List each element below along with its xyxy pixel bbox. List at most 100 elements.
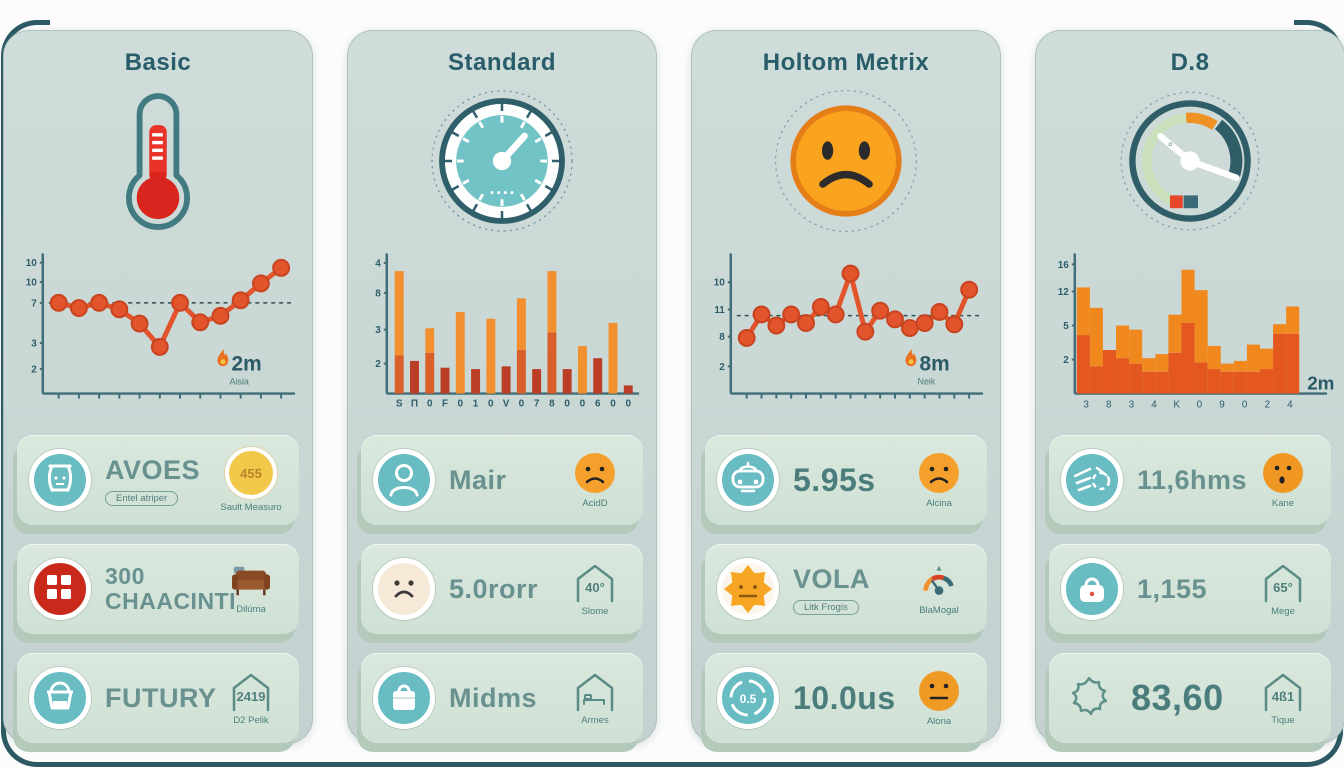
stat-label: AVOES xyxy=(105,454,201,485)
svg-text:S: S xyxy=(396,398,403,409)
stat-label: Midms xyxy=(449,682,538,713)
couch-icon xyxy=(232,566,270,596)
stat-sub: Alona xyxy=(926,716,952,727)
stat-row[interactable]: Midms Armes xyxy=(361,653,643,743)
stat-label: 5.0rorr xyxy=(449,573,539,604)
stat-row[interactable]: AVOES Entel atriper 455 Sault Measuro xyxy=(17,435,299,525)
stat-row[interactable]: VOLA Litk Frogis BlaMogal xyxy=(705,544,987,634)
svg-text:2: 2 xyxy=(31,364,37,375)
bag-icon xyxy=(373,667,435,729)
stat-sub: Kane xyxy=(1271,498,1295,509)
card-title: D.8 xyxy=(1170,49,1210,76)
stat-label: 83,60 xyxy=(1131,677,1224,718)
stat-row[interactable]: 11,6hms Kane xyxy=(1049,435,1331,525)
stopwatch-icon xyxy=(348,85,656,237)
coin-badge: 455 xyxy=(225,447,277,499)
stat-sub: Sault Measuro xyxy=(220,502,282,513)
neutral-emoji-icon xyxy=(919,671,959,711)
svg-text:0: 0 xyxy=(1242,399,1248,410)
svg-text:5: 5 xyxy=(1063,321,1069,332)
jar-icon xyxy=(29,449,91,511)
svg-text:10: 10 xyxy=(26,278,38,289)
svg-text:7: 7 xyxy=(31,298,37,309)
stat-row[interactable]: 0.5 10.0us Alona xyxy=(705,653,987,743)
svg-text:4: 4 xyxy=(1151,399,1157,410)
svg-text:3: 3 xyxy=(31,339,37,350)
card-holtom-metrix: Holtom Metrix 10 11 8 2 8m Neik 5.95s Alcina xyxy=(691,30,1001,744)
sad-emoji-icon xyxy=(575,453,615,493)
svg-text:0: 0 xyxy=(519,398,525,409)
svg-text:12: 12 xyxy=(1058,287,1070,298)
sad-face-icon xyxy=(692,85,1000,237)
svg-text:0: 0 xyxy=(564,398,570,409)
handbag-icon xyxy=(1061,558,1123,620)
stat-sub: D2 Pelik xyxy=(233,715,269,726)
svg-text:Neik: Neik xyxy=(918,377,936,387)
stat-row[interactable]: FUTURY 2419 D2 Pelik xyxy=(17,653,299,743)
window-icon xyxy=(29,558,91,620)
svg-text:16: 16 xyxy=(1058,260,1070,271)
stat-row[interactable]: 5.95s Alcina xyxy=(705,435,987,525)
sad-face-icon xyxy=(373,558,435,620)
svg-text:0: 0 xyxy=(488,398,494,409)
stat-label: 10.0us xyxy=(793,679,896,716)
stat-sub: Mege xyxy=(1271,606,1295,617)
stat-row[interactable]: 1,155 65° Mege xyxy=(1049,544,1331,634)
svg-text:2: 2 xyxy=(1265,399,1271,410)
svg-text:9: 9 xyxy=(1219,399,1225,410)
frame-edge xyxy=(40,762,1304,767)
svg-text:11: 11 xyxy=(714,305,725,316)
stat-badge: Litk Frogis xyxy=(793,599,859,615)
svg-text:7: 7 xyxy=(534,398,540,409)
svg-text:8: 8 xyxy=(375,288,381,299)
svg-text:0: 0 xyxy=(458,398,464,409)
house-value: 40° xyxy=(585,580,605,595)
scribble-icon xyxy=(1061,449,1123,511)
svg-text:8: 8 xyxy=(549,398,555,409)
house-badge: 2419 xyxy=(232,673,270,712)
svg-text:3: 3 xyxy=(1129,399,1135,410)
gauge-clock-icon: α xyxy=(1036,85,1344,237)
stat-label: 1,155 xyxy=(1137,573,1208,604)
stat-label: VOLA xyxy=(793,563,871,594)
stat-label: FUTURY xyxy=(105,682,217,713)
svg-text:2: 2 xyxy=(1063,355,1069,366)
svg-text:F: F xyxy=(442,398,448,409)
bar-chart: 16 12 5 2 3 8 3 4 K 0 9 0 2 4 2m xyxy=(1058,253,1334,410)
stat-value: 300 CHAACINTI xyxy=(105,563,236,614)
svg-text:10: 10 xyxy=(26,258,38,269)
frame-corner xyxy=(1,718,50,767)
svg-text:2: 2 xyxy=(719,362,725,373)
sad-emoji-icon xyxy=(919,453,959,493)
house-value: 4ß1 xyxy=(1272,689,1294,704)
svg-text:8m: 8m xyxy=(919,353,949,376)
svg-text:Aisia: Aisia xyxy=(230,377,249,387)
house-badge: 4ß1 xyxy=(1264,673,1302,712)
svg-text:6: 6 xyxy=(595,398,601,409)
svg-text:Π: Π xyxy=(411,398,418,409)
stat-badge: Entel atriper xyxy=(105,490,179,506)
card-title: Holtom Metrix xyxy=(762,49,930,76)
stat-row[interactable]: 5.0rorr 40° Slome xyxy=(361,544,643,634)
svg-text:4: 4 xyxy=(375,258,381,269)
house-badge: 65° xyxy=(1264,564,1302,603)
surprised-emoji-icon xyxy=(1263,453,1303,493)
house-badge: 40° xyxy=(576,564,614,603)
coin-value: 455 xyxy=(240,465,262,481)
timer-icon: 0.5 xyxy=(717,667,779,729)
stat-sub: Alcina xyxy=(926,498,952,509)
house-bed-icon xyxy=(576,673,614,712)
stat-row[interactable]: 300 CHAACINTI Dilúma xyxy=(17,544,299,634)
stat-row[interactable]: Mair AcidD xyxy=(361,435,643,525)
robot-icon xyxy=(717,449,779,511)
svg-text:0: 0 xyxy=(610,398,616,409)
stat-row[interactable]: 83,60 4ß1 Tique xyxy=(1049,653,1331,743)
svg-text:0: 0 xyxy=(580,398,586,409)
stat-label: Mair xyxy=(449,464,507,495)
thermometer-icon xyxy=(4,85,312,237)
svg-text:K: K xyxy=(1173,399,1180,410)
